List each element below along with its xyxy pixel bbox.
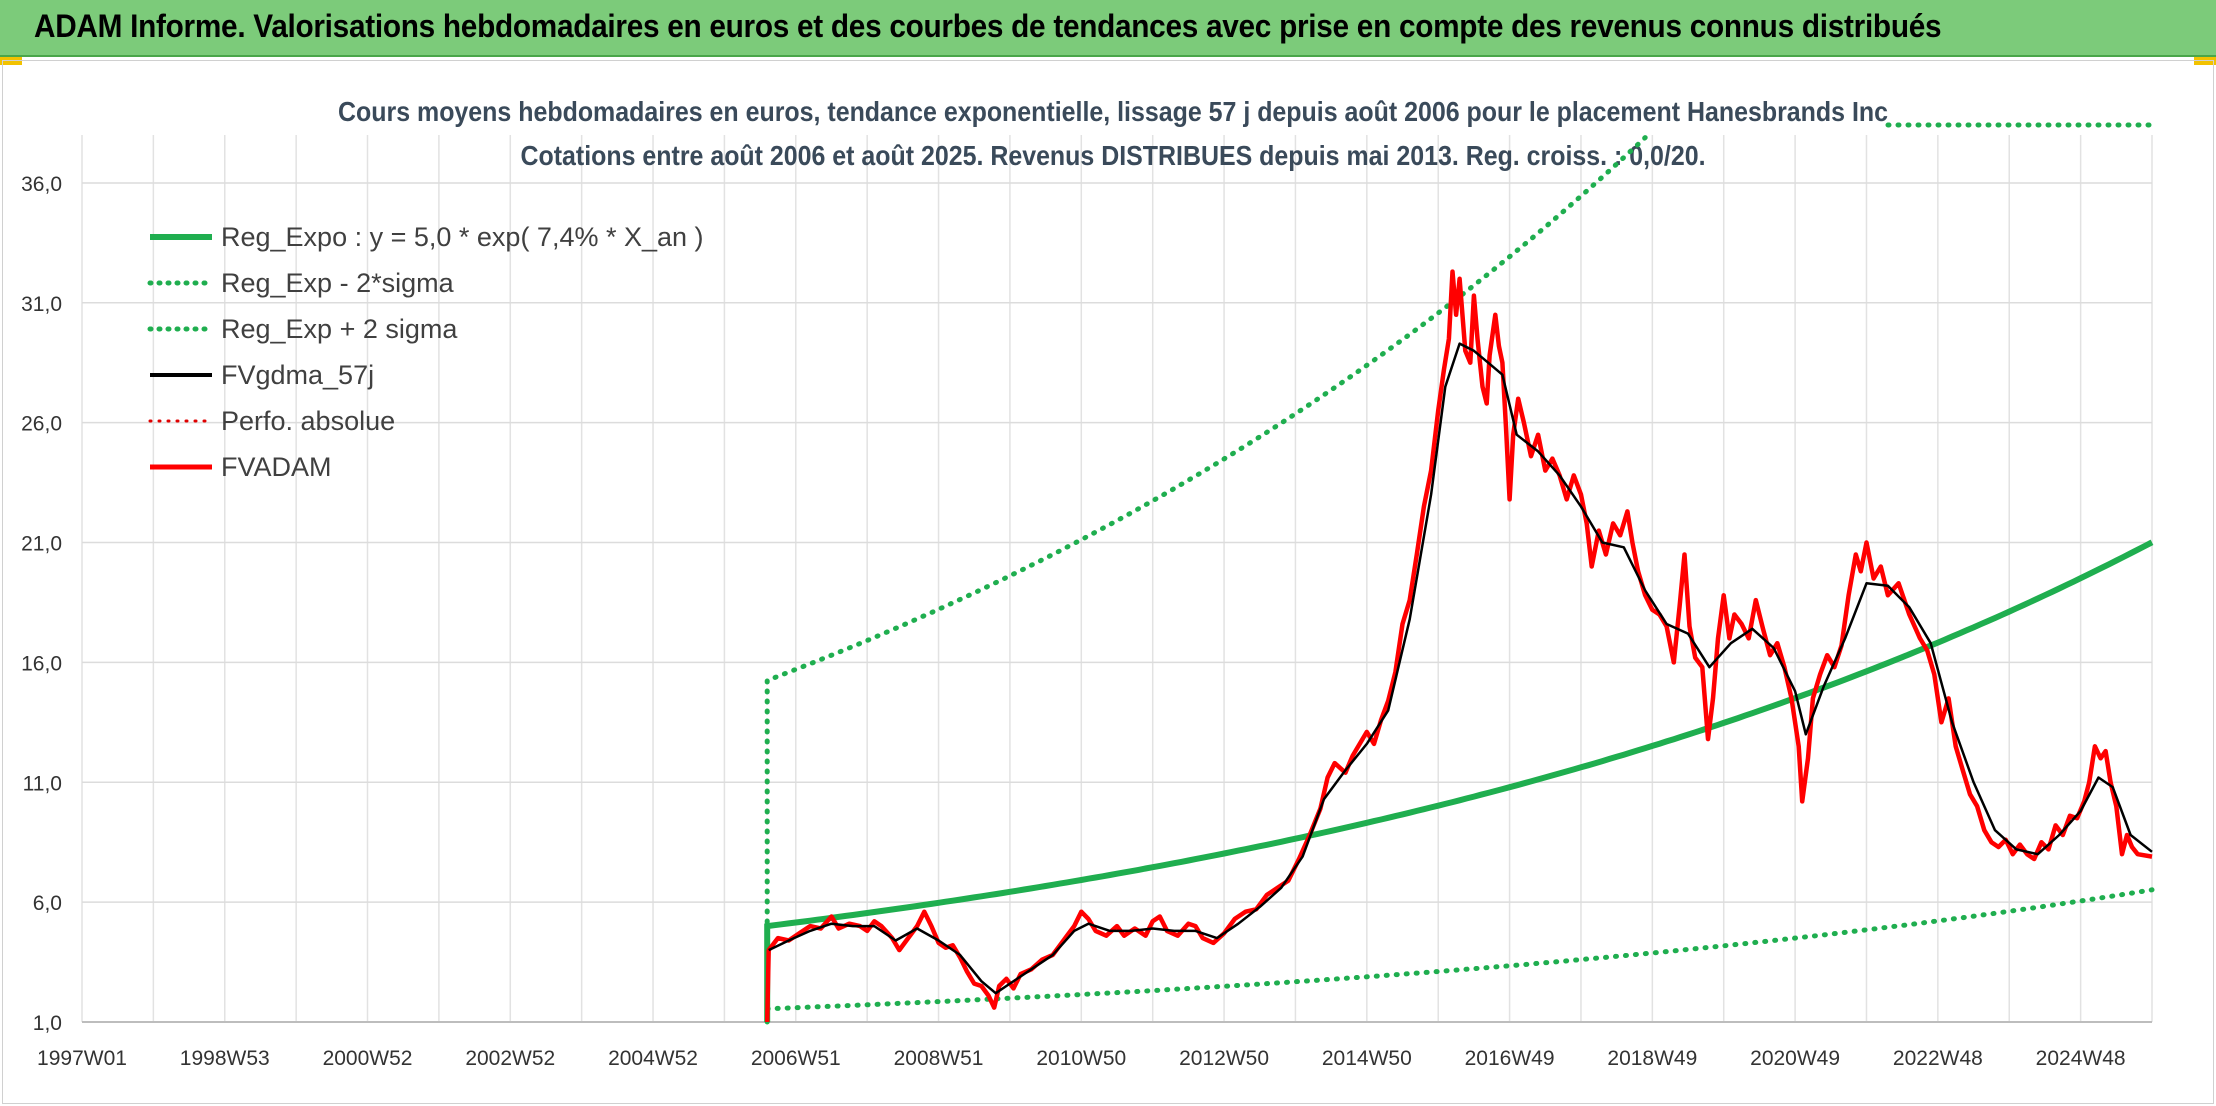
chart-subtitle: Cotations entre août 2006 et août 2025. … [521,140,1706,171]
x-tick-label: 2008W51 [894,1047,984,1070]
legend-label: Reg_Expo : y = 5,0 * exp( 7,4% * X_an ) [221,222,704,252]
series-reg-exp-minus-2-sigma [764,887,2155,1012]
x-tick-label: 2020W49 [1750,1047,1840,1070]
y-tick-label: 11,0 [23,772,62,795]
series-fvadam [764,269,2153,1023]
chart-frame [2,60,2214,1104]
x-tick-label: 2012W50 [1179,1047,1269,1070]
y-tick-label: 6,0 [33,892,62,915]
corner-mark-right [2194,57,2216,65]
x-tick-label: 2018W49 [1607,1047,1697,1070]
x-tick-label: 2010W50 [1036,1047,1126,1070]
y-tick-label: 16,0 [21,652,62,675]
x-tick-label: 2006W51 [751,1047,841,1070]
x-tick-label: 2004W52 [608,1047,698,1070]
x-tick-label: 2022W48 [1893,1047,1983,1070]
y-axis-labels: 1,0 6,0 11,0 16,0 21,0 26,0 31,0 36,0 [21,173,62,1035]
x-axis-labels: 1997W01 1998W53 2000W52 2002W52 2004W52 2006W… [37,1047,2126,1070]
x-tick-label: 2016W49 [1465,1047,1555,1070]
x-tick-label: 2014W50 [1322,1047,1412,1070]
corner-mark-left [0,57,22,65]
x-tick-label: 1998W53 [180,1047,270,1070]
legend-label: FVgdma_57j [221,360,374,390]
legend-label: Reg_Exp - 2*sigma [221,268,455,298]
y-tick-label: 36,0 [21,173,62,196]
x-tick-label: 1997W01 [37,1047,127,1070]
y-tick-label: 31,0 [21,293,62,316]
chart-legend: Reg_Expo : y = 5,0 * exp( 7,4% * X_an ) R… [147,222,704,482]
series-reg-expo [764,539,2154,1022]
page-header: ADAM Informe. Valorisations hebdomadaire… [0,0,2216,57]
y-tick-label: 1,0 [33,1012,62,1035]
chart-series [764,122,2155,1025]
series-reg-exp-plus-2-sigma [764,135,1648,1025]
legend-label: Perfo. absolue [221,406,395,436]
page-title: ADAM Informe. Valorisations hebdomadaire… [34,8,1942,44]
x-tick-label: 2002W52 [465,1047,555,1070]
chart-grid [81,135,2153,1023]
x-tick-label: 2024W48 [2036,1047,2126,1070]
legend-label: FVADAM [221,452,332,482]
y-tick-label: 26,0 [21,413,62,436]
chart-title: Cours moyens hebdomadaires en euros, ten… [338,96,1888,127]
legend-label: Reg_Exp + 2 sigma [221,314,458,344]
y-tick-label: 21,0 [21,533,62,556]
x-tick-label: 2000W52 [323,1047,413,1070]
series-fvgdma-57j [768,342,2153,995]
